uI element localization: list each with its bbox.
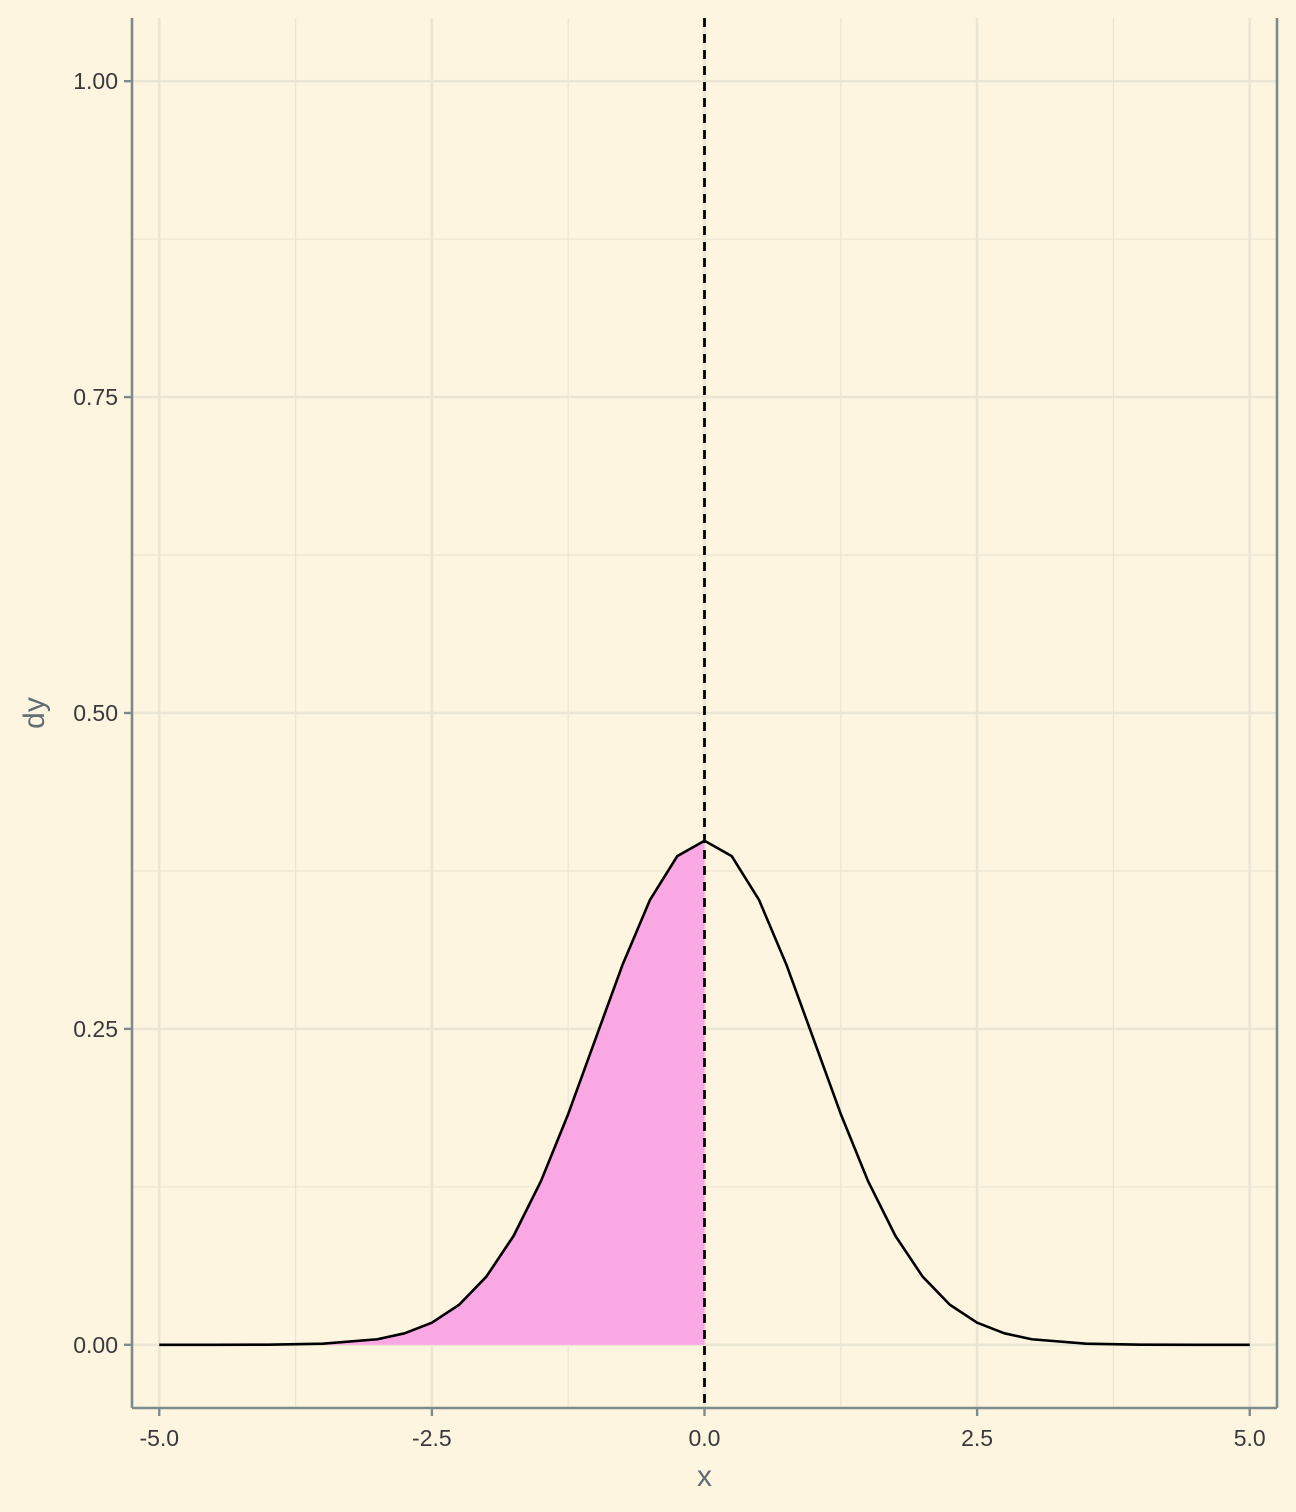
y-axis-title: dy	[18, 697, 51, 729]
shaded-area	[159, 840, 705, 1345]
y-tick-label: 0.75	[73, 384, 118, 410]
y-tick-label: 0.50	[73, 700, 118, 726]
x-tick-label: 0.0	[689, 1425, 721, 1451]
x-tick-label: 5.0	[1234, 1425, 1266, 1451]
x-axis-title: x	[697, 1460, 712, 1493]
y-tick-label: 0.00	[73, 1332, 118, 1358]
x-axis-ticks: -5.0 -2.5 0.0 2.5 5.0	[139, 1408, 1266, 1451]
x-tick-label: 2.5	[961, 1425, 993, 1451]
shaded-area-layer	[159, 840, 705, 1345]
x-tick-label: -5.0	[139, 1425, 179, 1451]
y-tick-label: 0.25	[73, 1016, 118, 1042]
y-tick-label: 1.00	[73, 68, 118, 94]
x-tick-label: -2.5	[412, 1425, 452, 1451]
y-axis-ticks: 0.00 0.25 0.50 0.75 1.00	[73, 68, 132, 1358]
